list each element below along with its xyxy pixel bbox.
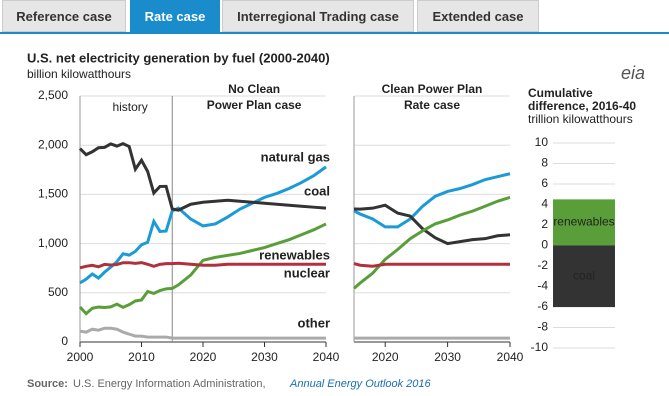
legend-label: other	[298, 315, 331, 330]
series-line	[353, 262, 510, 268]
series-line	[79, 165, 327, 285]
y-tick-label: -10	[531, 340, 549, 354]
y-tick-label: 10	[535, 135, 549, 149]
chart: U.S. net electricity generation by fuel …	[27, 50, 645, 390]
source-link[interactable]: Annual Energy Outlook 2016	[289, 378, 432, 390]
x-tick-label: 2040	[313, 350, 340, 364]
series-line	[79, 326, 326, 340]
x-tick-label: 2040	[497, 350, 524, 364]
y-tick-label: 0	[61, 334, 68, 348]
series-line	[78, 222, 327, 316]
y-tick-label: 6	[541, 176, 548, 190]
source-text: U.S. Energy Information Administration,	[73, 378, 266, 390]
legend-label: renewables	[259, 247, 330, 262]
panel-title: Clean Power Plan	[382, 82, 483, 96]
series-line	[78, 141, 327, 212]
y-tick-label: 2,500	[38, 88, 68, 102]
bar-label: coal	[573, 268, 595, 282]
tab[interactable]: Interregional Trading case	[222, 0, 414, 32]
tab[interactable]: Rate case	[130, 0, 220, 32]
series-line	[353, 203, 511, 246]
y-tick-label: -8	[537, 320, 548, 334]
bar-label: renewables	[553, 215, 614, 229]
series-line	[353, 195, 511, 290]
logo: eia	[621, 63, 645, 83]
chart-subtitle: billion kilowatthours	[27, 67, 131, 81]
legend-label: nuclear	[284, 265, 330, 280]
y-tick-label: 500	[48, 285, 68, 299]
chart-title: U.S. net electricity generation by fuel …	[27, 50, 330, 65]
bar	[553, 199, 615, 246]
legend-label: coal	[304, 183, 330, 198]
annotation: history	[112, 100, 147, 114]
x-tick-label: 2020	[190, 350, 217, 364]
y-tick-label: -4	[537, 279, 548, 293]
panel-title: No Clean	[228, 82, 280, 96]
chart-title: Cumulative	[528, 86, 593, 100]
bar	[553, 245, 615, 307]
tab-bar: Reference case Rate case Interregional T…	[0, 0, 669, 34]
legend-label: natural gas	[261, 149, 330, 164]
y-tick-label: 1,500	[38, 187, 68, 201]
chart-title: difference, 2016-40	[528, 99, 636, 113]
x-tick-label: 2020	[372, 350, 399, 364]
y-tick-label: -2	[537, 258, 548, 272]
y-tick-label: -6	[537, 299, 548, 313]
panel-title: Power Plan case	[207, 98, 302, 112]
tab[interactable]: Extended case	[417, 0, 539, 32]
x-tick-label: 2000	[67, 350, 94, 364]
y-tick-label: 2,000	[38, 137, 68, 151]
x-tick-label: 2030	[251, 350, 278, 364]
x-tick-label: 2030	[434, 350, 461, 364]
x-tick-label: 2010	[128, 350, 155, 364]
source-label: Source:	[27, 378, 68, 390]
tab[interactable]: Reference case	[2, 0, 126, 32]
chart-subtitle: trillion kilowatthours	[528, 112, 633, 126]
y-tick-label: 1,000	[38, 236, 68, 250]
y-tick-label: 4	[541, 197, 548, 211]
y-tick-label: 2	[541, 217, 548, 231]
panel-title: Rate case	[404, 98, 460, 112]
y-tick-label: 0	[541, 238, 548, 252]
y-tick-label: 8	[541, 156, 548, 170]
series-line	[79, 261, 326, 270]
series-line	[353, 172, 511, 229]
